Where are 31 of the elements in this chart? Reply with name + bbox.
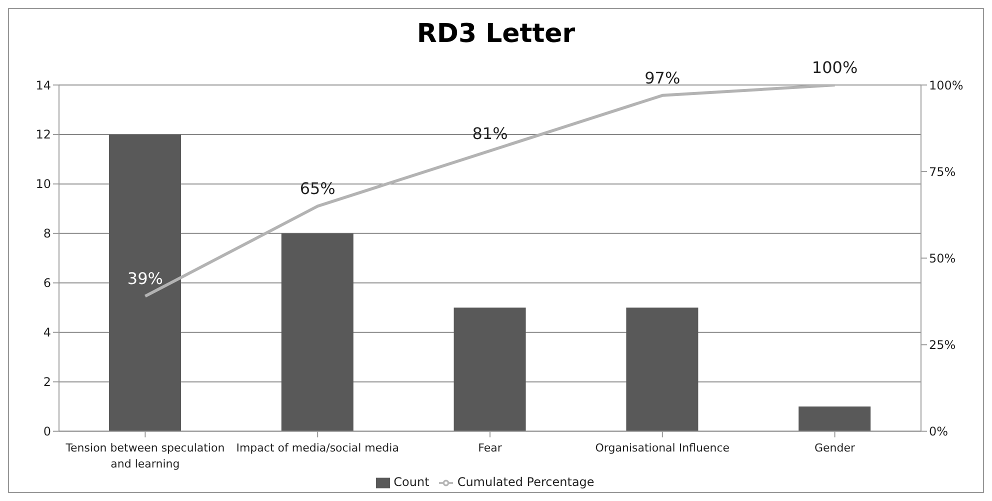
- data-label: 100%: [812, 58, 858, 77]
- y-tick-label: 10: [36, 177, 51, 192]
- y2-tick-label: 50%: [929, 251, 956, 266]
- y2-tick-label: 75%: [929, 164, 956, 179]
- y-tick-label: 8: [43, 226, 51, 241]
- x-tick-label: Fear: [478, 441, 502, 454]
- y-tick-label: 4: [43, 326, 51, 340]
- y-tick-label: 14: [36, 78, 51, 92]
- legend-label: Count: [394, 475, 430, 490]
- y2-tick-label: 25%: [929, 338, 956, 352]
- bar: [281, 233, 354, 432]
- x-tick-label: Tension between speculation and learning: [64, 441, 225, 470]
- y-tick-label: 0: [43, 424, 51, 439]
- bar: [454, 308, 526, 432]
- y2-tick-label: 0%: [929, 424, 948, 439]
- data-label: 39%: [127, 269, 163, 288]
- data-label: 97%: [644, 68, 680, 88]
- data-label: 81%: [472, 124, 508, 143]
- x-tick-label: Organisational Influence: [595, 441, 730, 454]
- x-tick-label: Gender: [814, 441, 856, 454]
- bar: [109, 134, 181, 432]
- x-tick-label: Impact of media/social media: [236, 441, 399, 454]
- y-tick-label: 2: [43, 375, 51, 390]
- legend-label: Cumulated Percentage: [457, 475, 594, 490]
- chart-title: RD3 Letter: [416, 19, 576, 49]
- bar: [798, 406, 871, 432]
- y-tick-label: 6: [43, 276, 51, 290]
- y-tick-label: 12: [36, 128, 51, 142]
- bar: [626, 308, 698, 432]
- y2-tick-label: 100%: [929, 78, 964, 92]
- data-label: 65%: [300, 179, 336, 198]
